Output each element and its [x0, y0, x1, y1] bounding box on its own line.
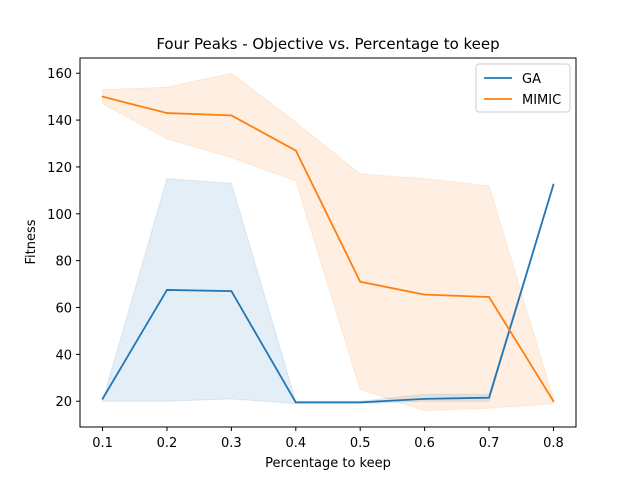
y-axis: 20 40 60 80 100 120 140 160 [47, 67, 80, 410]
x-tick-label: 0.8 [543, 436, 564, 451]
point-ga-1 [166, 289, 168, 291]
x-axis: 0.1 0.2 0.3 0.4 0.5 0.6 0.7 0.8 [92, 427, 564, 451]
x-tick-label: 0.7 [479, 436, 500, 451]
y-tick-label: 160 [47, 67, 72, 82]
x-tick-label: 0.6 [414, 436, 435, 451]
y-tick-label: 60 [55, 302, 72, 317]
x-axis-label: Percentage to keep [265, 456, 391, 471]
chart-title: Four Peaks - Objective vs. Percentage to… [156, 35, 499, 53]
point-ga-5 [423, 397, 426, 400]
point-mimic-6 [488, 296, 490, 298]
legend-label-ga: GA [522, 72, 541, 87]
point-mimic-7 [552, 400, 555, 403]
point-mimic-0 [101, 95, 104, 98]
point-mimic-3 [294, 149, 297, 152]
point-ga-4 [359, 401, 362, 404]
y-tick-label: 100 [47, 208, 72, 223]
plot-frame [79, 57, 577, 428]
x-tick-label: 0.4 [285, 436, 306, 451]
point-mimic-2 [230, 114, 233, 117]
point-mimic-4 [359, 280, 362, 283]
legend: GA MIMIC [475, 63, 571, 113]
point-ga-0 [101, 397, 104, 400]
y-tick-label: 80 [55, 255, 72, 270]
x-tick-label: 0.2 [157, 436, 178, 451]
point-mimic-5 [423, 293, 426, 296]
point-ga-7 [552, 183, 555, 186]
y-axis-label: Fitness [24, 219, 39, 264]
band-mimic [102, 72, 554, 412]
x-tick-label: 0.1 [92, 436, 113, 451]
confidence-bands [101, 72, 554, 412]
x-tick-label: 0.5 [350, 436, 371, 451]
series-lines [101, 95, 555, 404]
line-ga [101, 184, 555, 404]
point-ga-2 [230, 290, 233, 293]
y-tick-label: 20 [55, 395, 72, 410]
y-tick-label: 120 [47, 161, 72, 176]
point-ga-6 [488, 396, 490, 399]
y-tick-label: 40 [55, 348, 72, 363]
line-mimic [102, 95, 555, 402]
point-mimic-1 [166, 112, 168, 114]
legend-box [475, 63, 571, 113]
x-tick-label: 0.3 [221, 436, 242, 451]
legend-label-mimic: MIMIC [522, 93, 561, 108]
point-ga-3 [294, 401, 297, 404]
y-tick-label: 140 [47, 114, 72, 129]
